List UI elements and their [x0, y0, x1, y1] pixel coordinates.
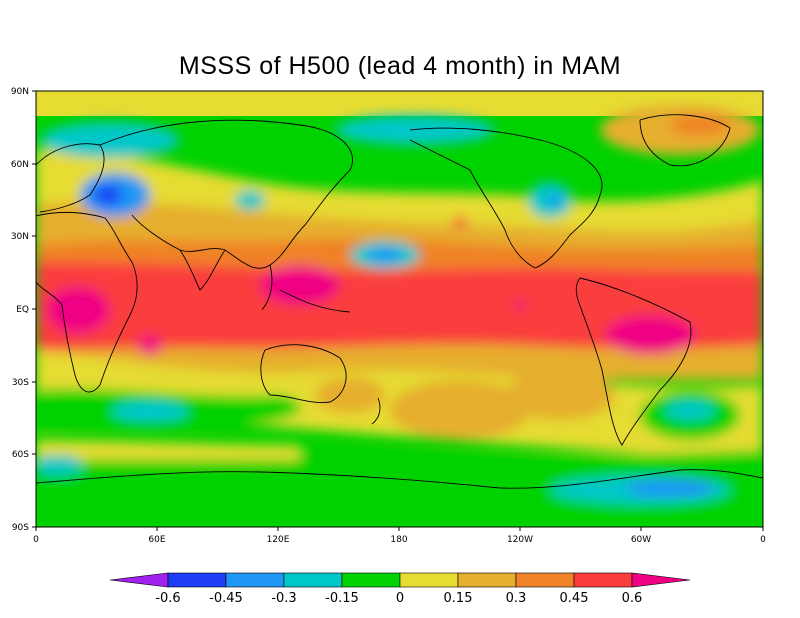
colorbar-cell	[341, 572, 401, 588]
lat-tick-label: 90N	[11, 87, 29, 97]
colorbar-cell	[225, 572, 285, 588]
colorbar-cell	[631, 572, 691, 588]
lon-tick-label: 120W	[507, 535, 533, 545]
lat-tick-label: 60N	[11, 160, 29, 170]
lon-tick-label: 120E	[267, 535, 290, 545]
lat-tick-label: EQ	[16, 305, 29, 315]
lat-tick-labels: 90N 60N 30N EQ 30S 60S 90S	[11, 87, 29, 533]
lon-tick-label: 60W	[631, 535, 651, 545]
lat-tick-label: 30N	[11, 232, 29, 242]
lat-tick-label: 60S	[12, 450, 29, 460]
skill-score-field	[36, 91, 763, 527]
colorbar-label: 0.6	[622, 591, 643, 606]
colorbar-label: -0.6	[155, 591, 180, 606]
coastlines	[36, 114, 763, 489]
colorbar-cell	[457, 572, 517, 588]
colorbar-label: -0.3	[271, 591, 296, 606]
colorbar-label: 0	[396, 591, 404, 606]
lon-tick-label: 180	[390, 535, 407, 545]
lon-tick-label: 60E	[148, 535, 165, 545]
lon-tick-label: 0	[33, 535, 39, 545]
lat-tick-label: 30S	[12, 378, 29, 388]
colorbar-label: -0.45	[209, 591, 243, 606]
colorbar-cell	[573, 572, 633, 588]
colorbar-label: 0.15	[444, 591, 473, 606]
colorbar-cell	[283, 572, 343, 588]
colorbar-cell	[167, 572, 227, 588]
colorbar-label: -0.15	[325, 591, 359, 606]
lon-tick-label: 0	[760, 535, 766, 545]
colorbar-cell	[399, 572, 459, 588]
colorbar-label: 0.45	[560, 591, 589, 606]
page-title: MSSS of H500 (lead 4 month) in MAM	[178, 52, 622, 80]
lat-tick-label: 90S	[12, 523, 29, 533]
colorbar-cell	[515, 572, 575, 588]
colorbar: -0.6 -0.45 -0.3 -0.15 0 0.15 0.3 0.45 0.…	[109, 572, 691, 606]
tick-marks	[32, 90, 764, 531]
colorbar-label: 0.3	[506, 591, 527, 606]
lon-tick-labels: 0 60E 120E 180 120W 60W 0	[33, 535, 766, 545]
colorbar-cell	[109, 572, 169, 588]
